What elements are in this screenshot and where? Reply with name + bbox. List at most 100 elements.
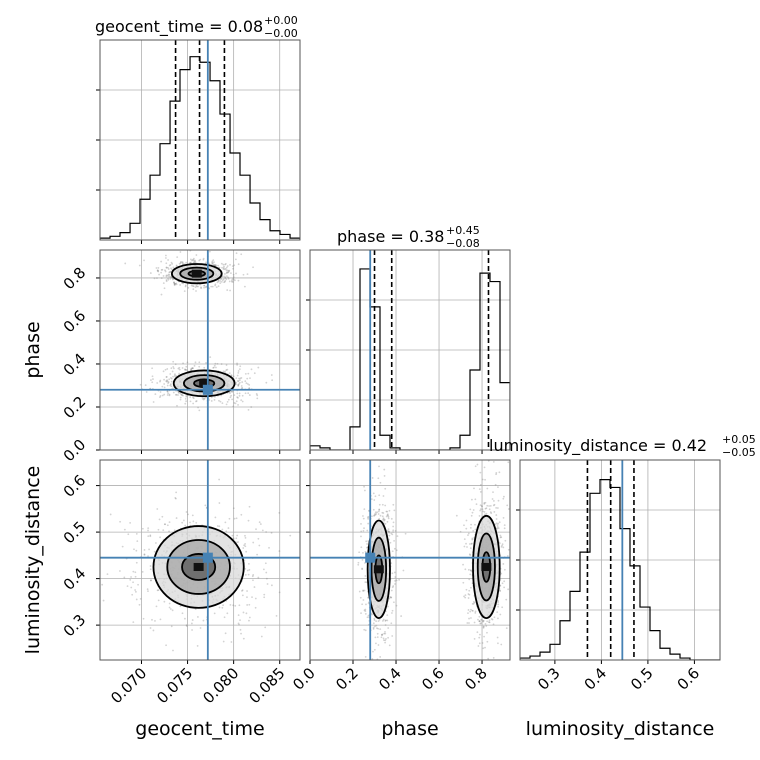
sample-point <box>479 504 482 507</box>
sample-point <box>169 263 172 266</box>
sample-point <box>159 536 161 539</box>
sample-point <box>182 263 184 265</box>
sample-point <box>490 512 493 515</box>
sample-point <box>205 285 208 288</box>
title-luminosity-distance-minus: −0.05 <box>722 446 756 459</box>
sample-point <box>222 370 225 373</box>
sample-point <box>392 601 395 604</box>
sample-point <box>462 581 465 584</box>
sample-point <box>465 588 468 591</box>
sample-point <box>391 572 394 575</box>
sample-point <box>222 278 225 281</box>
sample-point <box>385 515 388 518</box>
sample-point <box>374 625 376 628</box>
sample-point <box>265 571 268 574</box>
sample-point <box>202 397 205 400</box>
sample-point <box>393 547 396 550</box>
sample-point <box>214 516 217 519</box>
sample-point <box>363 589 366 592</box>
sample-point <box>232 604 235 607</box>
sample-point <box>503 527 506 530</box>
sample-point <box>237 279 240 282</box>
sample-point <box>198 259 201 262</box>
sample-point <box>231 278 234 281</box>
sample-point <box>165 275 168 278</box>
sample-point <box>136 540 139 543</box>
sample-point <box>200 286 202 289</box>
sample-point <box>479 484 482 486</box>
sample-point <box>478 488 481 491</box>
sample-point <box>376 511 379 514</box>
sample-point <box>244 372 247 375</box>
truth-marker <box>202 384 213 395</box>
sample-point <box>119 520 122 523</box>
sample-point <box>252 541 255 544</box>
sample-point <box>388 534 391 537</box>
sample-point <box>260 635 263 638</box>
sample-point <box>463 538 466 541</box>
sample-point <box>175 283 178 286</box>
sample-point <box>462 563 464 566</box>
sample-point <box>241 394 244 397</box>
sample-point <box>185 261 188 264</box>
sample-point <box>262 568 265 571</box>
sample-point <box>235 383 237 386</box>
sample-point <box>221 279 224 282</box>
sample-point <box>189 261 192 264</box>
sample-point <box>233 264 236 267</box>
sample-point <box>168 521 171 524</box>
sample-point <box>479 509 482 512</box>
sample-point <box>275 614 278 617</box>
sample-point <box>379 481 382 484</box>
sample-point <box>379 514 382 517</box>
sample-point <box>199 627 202 629</box>
sample-point <box>236 534 239 537</box>
sample-point <box>390 517 393 520</box>
sample-point <box>255 393 258 395</box>
sample-point <box>101 583 104 586</box>
sample-point <box>181 394 183 397</box>
sample-point <box>482 620 485 623</box>
sample-point <box>496 524 499 526</box>
sample-point <box>198 365 201 368</box>
sample-point <box>181 261 184 264</box>
sample-point <box>181 393 183 396</box>
sample-point <box>180 260 183 263</box>
sample-point <box>160 293 163 296</box>
sample-point <box>220 363 223 365</box>
sample-point <box>179 251 182 253</box>
sample-point <box>222 263 225 266</box>
sample-point <box>217 279 220 282</box>
sample-point <box>246 273 249 276</box>
sample-point <box>218 606 221 609</box>
sample-point <box>211 285 214 288</box>
sample-point <box>178 366 181 369</box>
sample-point <box>469 547 472 550</box>
sample-point <box>247 562 250 565</box>
ylabel-phase: phase <box>22 321 44 378</box>
sample-point <box>178 372 180 375</box>
sample-point <box>471 609 474 612</box>
sample-point <box>191 285 194 287</box>
sample-point <box>380 636 383 639</box>
sample-point <box>168 606 171 609</box>
sample-point <box>373 499 376 501</box>
sample-point <box>164 523 167 526</box>
sample-point <box>172 387 174 390</box>
sample-point <box>184 369 187 371</box>
sample-point <box>149 627 152 629</box>
sample-point <box>187 513 189 516</box>
truth-marker <box>202 552 213 563</box>
sample-point <box>377 644 380 646</box>
sample-point <box>393 539 395 542</box>
sample-point <box>506 504 509 507</box>
sample-point <box>265 577 268 580</box>
sample-point <box>486 640 489 643</box>
sample-point <box>170 385 173 388</box>
sample-point <box>227 398 230 401</box>
sample-point <box>150 379 152 381</box>
sample-point <box>268 546 270 549</box>
sample-point <box>167 266 169 269</box>
sample-point <box>361 567 363 570</box>
sample-point <box>464 568 467 571</box>
